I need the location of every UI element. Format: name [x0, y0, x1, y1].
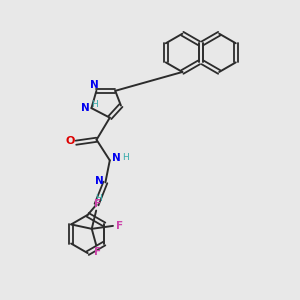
- Text: F: F: [94, 199, 101, 209]
- Text: N: N: [112, 153, 121, 163]
- Text: N: N: [81, 103, 89, 113]
- Text: F: F: [94, 247, 101, 256]
- Text: H: H: [122, 153, 128, 162]
- Text: O: O: [65, 136, 75, 146]
- Text: H: H: [91, 100, 98, 109]
- Text: N: N: [90, 80, 98, 90]
- Text: N: N: [95, 176, 104, 186]
- Text: F: F: [116, 221, 123, 231]
- Text: H: H: [94, 194, 101, 202]
